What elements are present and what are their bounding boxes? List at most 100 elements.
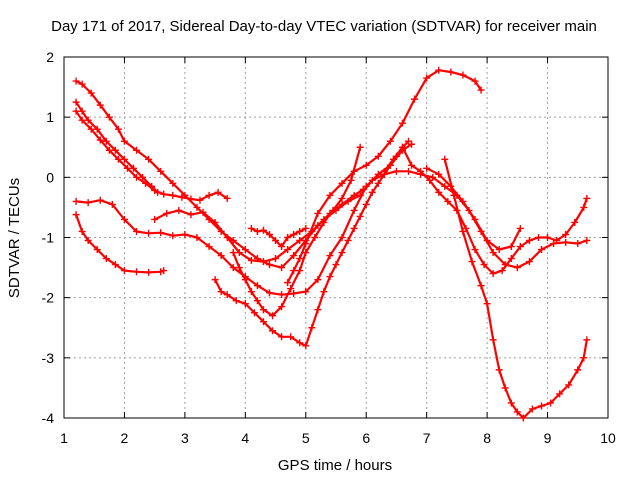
data-point: [525, 237, 533, 245]
x-tick-label: 5: [302, 430, 310, 446]
data-point: [459, 71, 467, 79]
data-point: [565, 381, 573, 389]
data-point: [374, 179, 382, 187]
data-point: [272, 237, 280, 245]
data-point: [278, 303, 286, 311]
data-point: [302, 224, 310, 232]
data-point: [123, 164, 131, 172]
data-point: [583, 336, 591, 344]
data-point: [278, 333, 286, 341]
series-track-9: [247, 224, 310, 251]
data-point: [435, 170, 443, 178]
data-point: [507, 243, 515, 251]
data-point: [160, 190, 168, 198]
data-point: [287, 285, 295, 293]
data-point: [405, 137, 413, 145]
data-point: [320, 288, 328, 296]
data-point: [417, 167, 425, 175]
data-point: [350, 167, 358, 175]
data-point: [574, 366, 582, 374]
data-point: [84, 116, 92, 124]
data-point: [423, 164, 431, 172]
data-point: [326, 191, 334, 199]
data-point: [338, 249, 346, 257]
series-track-11: [380, 143, 591, 278]
data-point: [459, 197, 467, 205]
data-point: [102, 137, 110, 145]
data-point: [290, 230, 298, 238]
data-point: [580, 203, 588, 211]
data-point: [516, 243, 524, 251]
data-point: [320, 218, 328, 226]
data-point: [525, 258, 533, 266]
series-line: [75, 110, 229, 202]
data-point: [157, 167, 165, 175]
data-point: [284, 246, 292, 254]
data-point: [78, 107, 86, 115]
data-point: [193, 234, 201, 241]
data-point: [477, 282, 485, 290]
data-point: [368, 188, 376, 196]
data-point: [111, 146, 119, 154]
data-point: [356, 212, 364, 220]
data-point: [489, 270, 497, 278]
x-tick-label: 2: [121, 430, 129, 446]
data-point: [250, 309, 258, 317]
data-point: [241, 276, 249, 284]
data-point: [516, 224, 524, 232]
data-point: [278, 291, 286, 299]
data-point: [102, 255, 110, 263]
data-point: [498, 267, 506, 275]
data-point: [356, 143, 364, 151]
data-point: [553, 237, 561, 245]
data-point: [145, 229, 153, 237]
data-point: [314, 276, 322, 284]
data-point: [133, 227, 141, 235]
data-point: [253, 227, 261, 235]
data-point: [223, 194, 231, 202]
series-track-1: [72, 211, 168, 276]
data-point: [133, 173, 141, 181]
data-point: [326, 273, 334, 281]
data-point: [269, 312, 277, 320]
data-point: [72, 77, 80, 85]
data-point: [205, 243, 213, 251]
data-point: [235, 249, 243, 257]
data-point: [130, 164, 138, 172]
data-point: [78, 80, 86, 88]
data-point: [72, 107, 80, 115]
data-point: [229, 249, 237, 257]
data-point: [78, 227, 86, 235]
data-point: [290, 252, 298, 260]
data-point: [477, 86, 485, 94]
data-point: [133, 268, 141, 276]
data-point: [266, 289, 274, 297]
y-tick-label: 1: [46, 109, 54, 125]
data-point: [574, 240, 582, 248]
data-point: [145, 155, 153, 163]
data-point: [441, 155, 449, 163]
data-point: [338, 234, 346, 241]
data-point: [93, 246, 101, 254]
data-point: [489, 336, 497, 344]
data-point: [501, 384, 509, 392]
data-point: [84, 199, 92, 207]
data-point: [211, 218, 219, 226]
data-point: [259, 318, 267, 326]
data-point: [96, 136, 104, 144]
data-point: [259, 306, 267, 314]
y-tick-label: -4: [42, 410, 55, 426]
data-point: [205, 191, 213, 199]
data-point: [392, 167, 400, 175]
data-point: [223, 291, 231, 299]
data-point: [157, 229, 165, 237]
data-point: [329, 206, 337, 214]
data-point: [217, 288, 225, 296]
data-point: [78, 116, 86, 124]
data-point: [562, 230, 570, 238]
data-point: [111, 261, 119, 269]
data-point: [84, 237, 92, 245]
x-tick-label: 7: [423, 430, 431, 446]
series-track-4: [72, 77, 367, 272]
